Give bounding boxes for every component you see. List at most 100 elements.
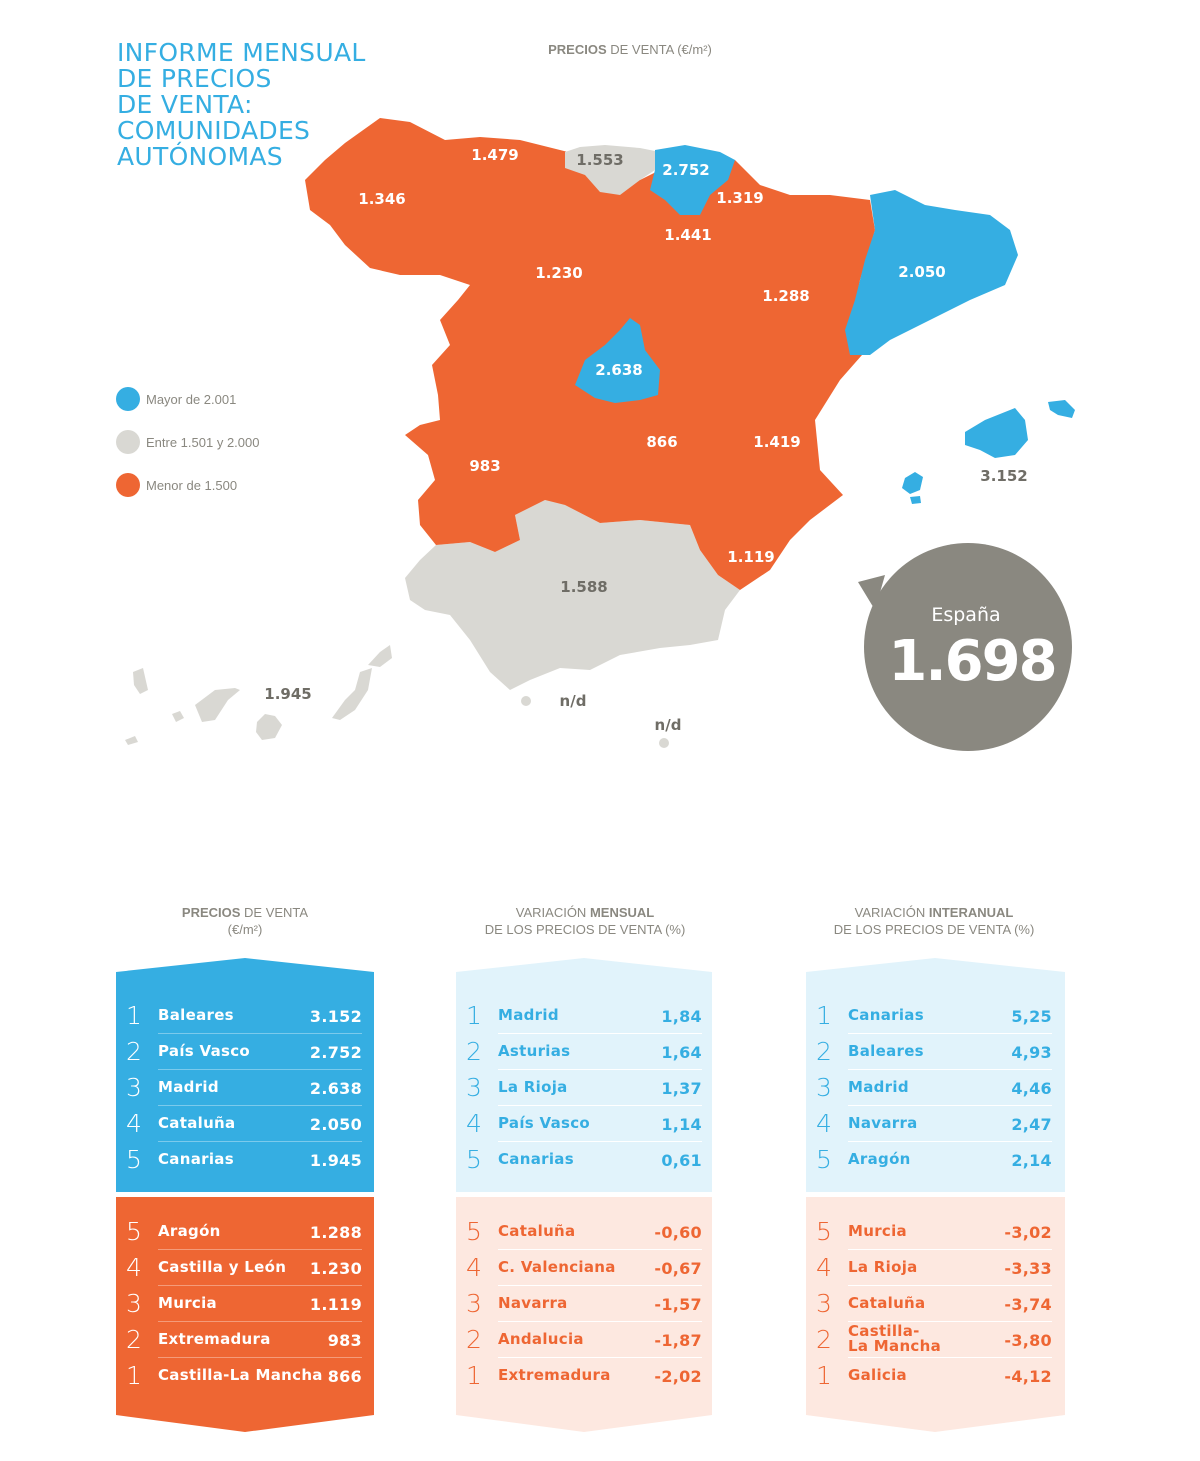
ranking-position: 1 [466,1001,482,1030]
row-divider [848,1249,1052,1250]
ranking-position: 3 [816,1289,832,1318]
ranking-row: 5 Murcia -3,02 [806,1214,1064,1250]
legend-dot-orange [116,473,140,497]
map-label-baleares: 3.152 [980,467,1027,485]
map-label-navarra: 1.319 [716,189,763,207]
legend-item-high: Mayor de 2.001 [116,387,236,411]
ranking-value: -0,60 [654,1223,702,1242]
ranking-region-name: Madrid [848,1078,909,1096]
region-canarias-7 [125,736,138,745]
ranking-position: 1 [466,1361,482,1390]
map-label-pais-vasco: 2.752 [662,161,709,179]
ranking-position: 4 [466,1253,482,1282]
ranking-row: 1 Canarias 5,25 [806,998,1064,1034]
ranking-row: 2 Asturias 1,64 [456,1034,714,1070]
ranking-value: 2.050 [309,1115,362,1134]
region-andalucia [405,500,740,690]
ranking-row: 4 Castilla y León 1.230 [116,1250,374,1286]
region-menorca [1048,400,1075,418]
ranking-region-name: Cataluña [158,1114,236,1132]
row-divider [848,1069,1052,1070]
map-header-rest: DE VENTA (€/m²) [606,42,712,57]
row-divider [158,1069,362,1070]
ranking-region-name: País Vasco [158,1042,251,1060]
ranking-region-name: Cataluña [498,1222,576,1240]
ranking-position: 1 [816,1361,832,1390]
ranking-row: 1 Castilla-La Mancha 866 [116,1358,374,1394]
region-ibiza [902,472,923,494]
ranking-position: 2 [126,1325,142,1354]
ranking-position: 3 [126,1289,142,1318]
row-divider [158,1285,362,1286]
region-mainland-orange [305,118,875,590]
row-divider [498,1321,702,1322]
ranking-value: -3,02 [1004,1223,1052,1242]
ranking-row: 1 Extremadura -2,02 [456,1358,714,1394]
row-divider [848,1321,1052,1322]
map-header-bold: PRECIOS [548,42,607,57]
ranking-value: -3,80 [1004,1331,1052,1350]
panel-backgrounds [116,958,1065,1432]
ranking-position: 3 [816,1073,832,1102]
ranking-region-name: Galicia [848,1366,907,1384]
legend-item-low: Menor de 1.500 [116,473,237,497]
row-divider [158,1249,362,1250]
row-divider [848,1141,1052,1142]
ranking-position: 2 [466,1325,482,1354]
ranking-region-name: Navarra [848,1114,918,1132]
row-divider [498,1069,702,1070]
ranking-row: 2 Extremadura 983 [116,1322,374,1358]
ranking-position: 5 [816,1217,832,1246]
region-pais-vasco [650,145,735,215]
ranking-row: 5 Cataluña -0,60 [456,1214,714,1250]
region-canarias-6 [368,645,392,667]
ranking-position: 2 [816,1037,832,1066]
ranking-value: 4,93 [1011,1043,1052,1062]
ranking-position: 4 [816,1109,832,1138]
legend-dot-grey [116,430,140,454]
ranking-value: 1.288 [309,1223,362,1242]
ranking-row: 3 Madrid 2.638 [116,1070,374,1106]
map-label-castilla-leon: 1.230 [535,264,582,282]
ranking-position: 5 [466,1217,482,1246]
ranking-region-name: Madrid [498,1006,559,1024]
ranking-value: 4,46 [1011,1079,1052,1098]
spain-map: 1.479 1.553 2.752 1.346 1.319 1.441 1.23… [125,118,1075,751]
panel-interanual-bottom-bg [806,1197,1065,1432]
ranking-row: 2 Andalucia -1,87 [456,1322,714,1358]
map-label-la-rioja: 1.441 [664,226,711,244]
ranking-value: 5,25 [1011,1007,1052,1026]
ranking-row: 2 Castilla- La Mancha -3,80 [806,1322,1064,1358]
ranking-region-name: País Vasco [498,1114,591,1132]
ranking-row: 3 Cataluña -3,74 [806,1286,1064,1322]
region-canarias-2 [172,711,184,722]
region-canarias-4 [256,714,282,740]
region-canarias-5 [332,668,372,720]
ranking-row: 4 Cataluña 2.050 [116,1106,374,1142]
legend-label: Menor de 1.500 [146,477,238,493]
legend-label: Entre 1.501 y 2.000 [146,434,260,450]
ranking-row: 5 Aragón 2,14 [806,1142,1064,1178]
ranking-region-name: La Rioja [498,1078,568,1096]
ranking-region-name: Andalucia [498,1330,584,1348]
ranking-region-name: Canarias [848,1006,924,1024]
ranking-row: 4 Navarra 2,47 [806,1106,1064,1142]
region-melilla [659,738,669,748]
espana-value: 1.698 [888,629,1055,694]
ranking-region-name: Navarra [498,1294,568,1312]
ranking-value: -0,67 [654,1259,702,1278]
map-label-cantabria: 1.553 [576,151,623,169]
ranking-region-name: Canarias [158,1150,234,1168]
ranking-value: 1,14 [661,1115,702,1134]
ranking-position: 1 [126,1361,142,1390]
ranking-position: 4 [816,1253,832,1282]
map-label-andalucia: 1.588 [560,578,607,596]
ranking-region-name: Aragón [848,1150,911,1168]
region-madrid [575,318,660,403]
ranking-row: 1 Madrid 1,84 [456,998,714,1034]
row-divider [498,1105,702,1106]
ranking-value: 1.945 [309,1151,362,1170]
ranking-region-name: Aragón [158,1222,221,1240]
ranking-value: 3.152 [309,1007,362,1026]
region-cantabria [565,145,660,195]
